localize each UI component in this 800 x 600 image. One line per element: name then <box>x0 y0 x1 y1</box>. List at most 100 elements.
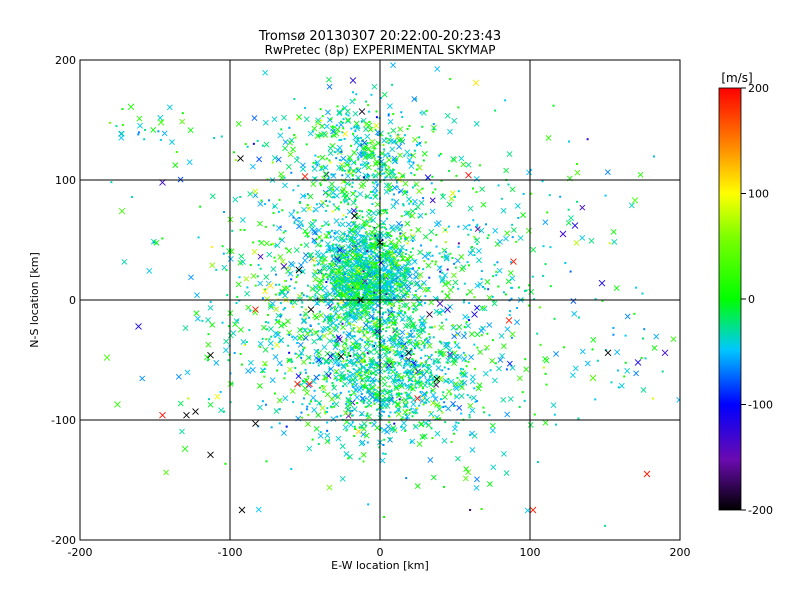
scatter-point <box>413 347 416 350</box>
scatter-point <box>550 402 557 409</box>
scatter-point <box>412 353 415 356</box>
scatter-point <box>415 168 418 171</box>
scatter-point <box>377 167 380 170</box>
scatter-point <box>409 251 412 254</box>
scatter-point <box>358 209 361 212</box>
scatter-point <box>159 411 166 419</box>
scatter-point <box>278 283 281 286</box>
scatter-point <box>366 375 369 378</box>
scatter-point <box>358 368 361 371</box>
scatter-point <box>522 192 525 195</box>
scatter-point <box>380 405 383 408</box>
scatter-point <box>386 362 393 369</box>
scatter-point <box>500 343 507 350</box>
scatter-point <box>402 348 405 351</box>
scatter-point <box>365 100 368 103</box>
scatter-point <box>295 269 298 272</box>
scatter-point <box>396 269 399 272</box>
scatter-point <box>370 246 373 249</box>
scatter-point <box>282 231 285 234</box>
scatter-point <box>372 277 375 280</box>
scatter-point <box>362 351 365 354</box>
scatter-point <box>339 188 346 195</box>
scatter-point <box>291 299 298 306</box>
scatter-point <box>363 264 366 267</box>
scatter-point <box>218 407 225 414</box>
scatter-point <box>394 354 397 357</box>
scatter-point <box>324 209 327 212</box>
scatter-point <box>384 348 390 355</box>
scatter-point <box>261 297 264 300</box>
scatter-point <box>386 347 389 350</box>
scatter-point <box>357 261 360 264</box>
scatter-point <box>235 301 238 304</box>
scatter-point <box>420 380 423 383</box>
scatter-point <box>343 451 350 457</box>
scatter-point <box>281 285 288 292</box>
scatter-point <box>424 141 427 144</box>
scatter-point <box>344 158 351 165</box>
scatter-point <box>344 304 347 307</box>
scatter-point <box>333 308 336 311</box>
scatter-point <box>382 248 385 251</box>
scatter-point <box>366 142 369 145</box>
scatter-point <box>434 430 441 437</box>
scatter-point <box>302 257 308 264</box>
scatter-point <box>499 353 506 359</box>
scatter-point <box>233 151 236 154</box>
scatter-point <box>339 379 342 382</box>
scatter-point <box>445 357 452 364</box>
scatter-point <box>337 353 345 360</box>
scatter-point <box>135 323 142 330</box>
scatter-point <box>624 361 627 364</box>
scatter-point <box>364 371 367 374</box>
scatter-point <box>381 390 384 393</box>
scatter-point <box>320 251 327 258</box>
scatter-point <box>327 176 330 179</box>
scatter-point <box>442 272 448 279</box>
scatter-point <box>490 464 497 471</box>
scatter-point <box>579 234 586 241</box>
scatter-point <box>344 285 351 292</box>
scatter-point <box>277 331 280 334</box>
scatter-point <box>409 364 412 367</box>
scatter-point <box>390 188 393 191</box>
scatter-point <box>340 254 343 257</box>
scatter-point <box>364 195 367 198</box>
scatter-point <box>428 299 435 306</box>
scatter-point <box>270 426 273 429</box>
scatter-point <box>297 341 304 348</box>
scatter-point <box>347 170 350 173</box>
scatter-point <box>364 316 371 323</box>
scatter-point <box>421 433 428 440</box>
scatter-point <box>396 349 399 352</box>
scatter-point <box>397 171 400 174</box>
scatter-point <box>339 166 342 169</box>
scatter-point <box>442 281 449 288</box>
scatter-point <box>320 239 323 242</box>
scatter-point <box>314 399 317 402</box>
scatter-point <box>368 255 371 258</box>
scatter-point <box>431 260 434 263</box>
scatter-point <box>400 281 407 288</box>
scatter-point <box>405 477 408 480</box>
scatter-point <box>325 157 328 160</box>
scatter-point <box>623 375 626 378</box>
scatter-point <box>272 205 275 208</box>
scatter-point <box>403 371 406 374</box>
scatter-point <box>423 346 426 349</box>
scatter-point <box>326 186 333 193</box>
scatter-point <box>299 353 302 356</box>
scatter-point <box>542 274 545 277</box>
scatter-point <box>473 120 480 127</box>
scatter-point <box>350 221 357 227</box>
scatter-point <box>349 77 357 84</box>
scatter-point <box>136 115 143 122</box>
scatter-point <box>476 223 479 226</box>
scatter-point <box>422 403 425 406</box>
scatter-point <box>473 254 476 257</box>
scatter-point <box>403 190 406 193</box>
scatter-point <box>302 228 309 235</box>
scatter-point <box>404 255 411 262</box>
scatter-point <box>465 469 472 475</box>
